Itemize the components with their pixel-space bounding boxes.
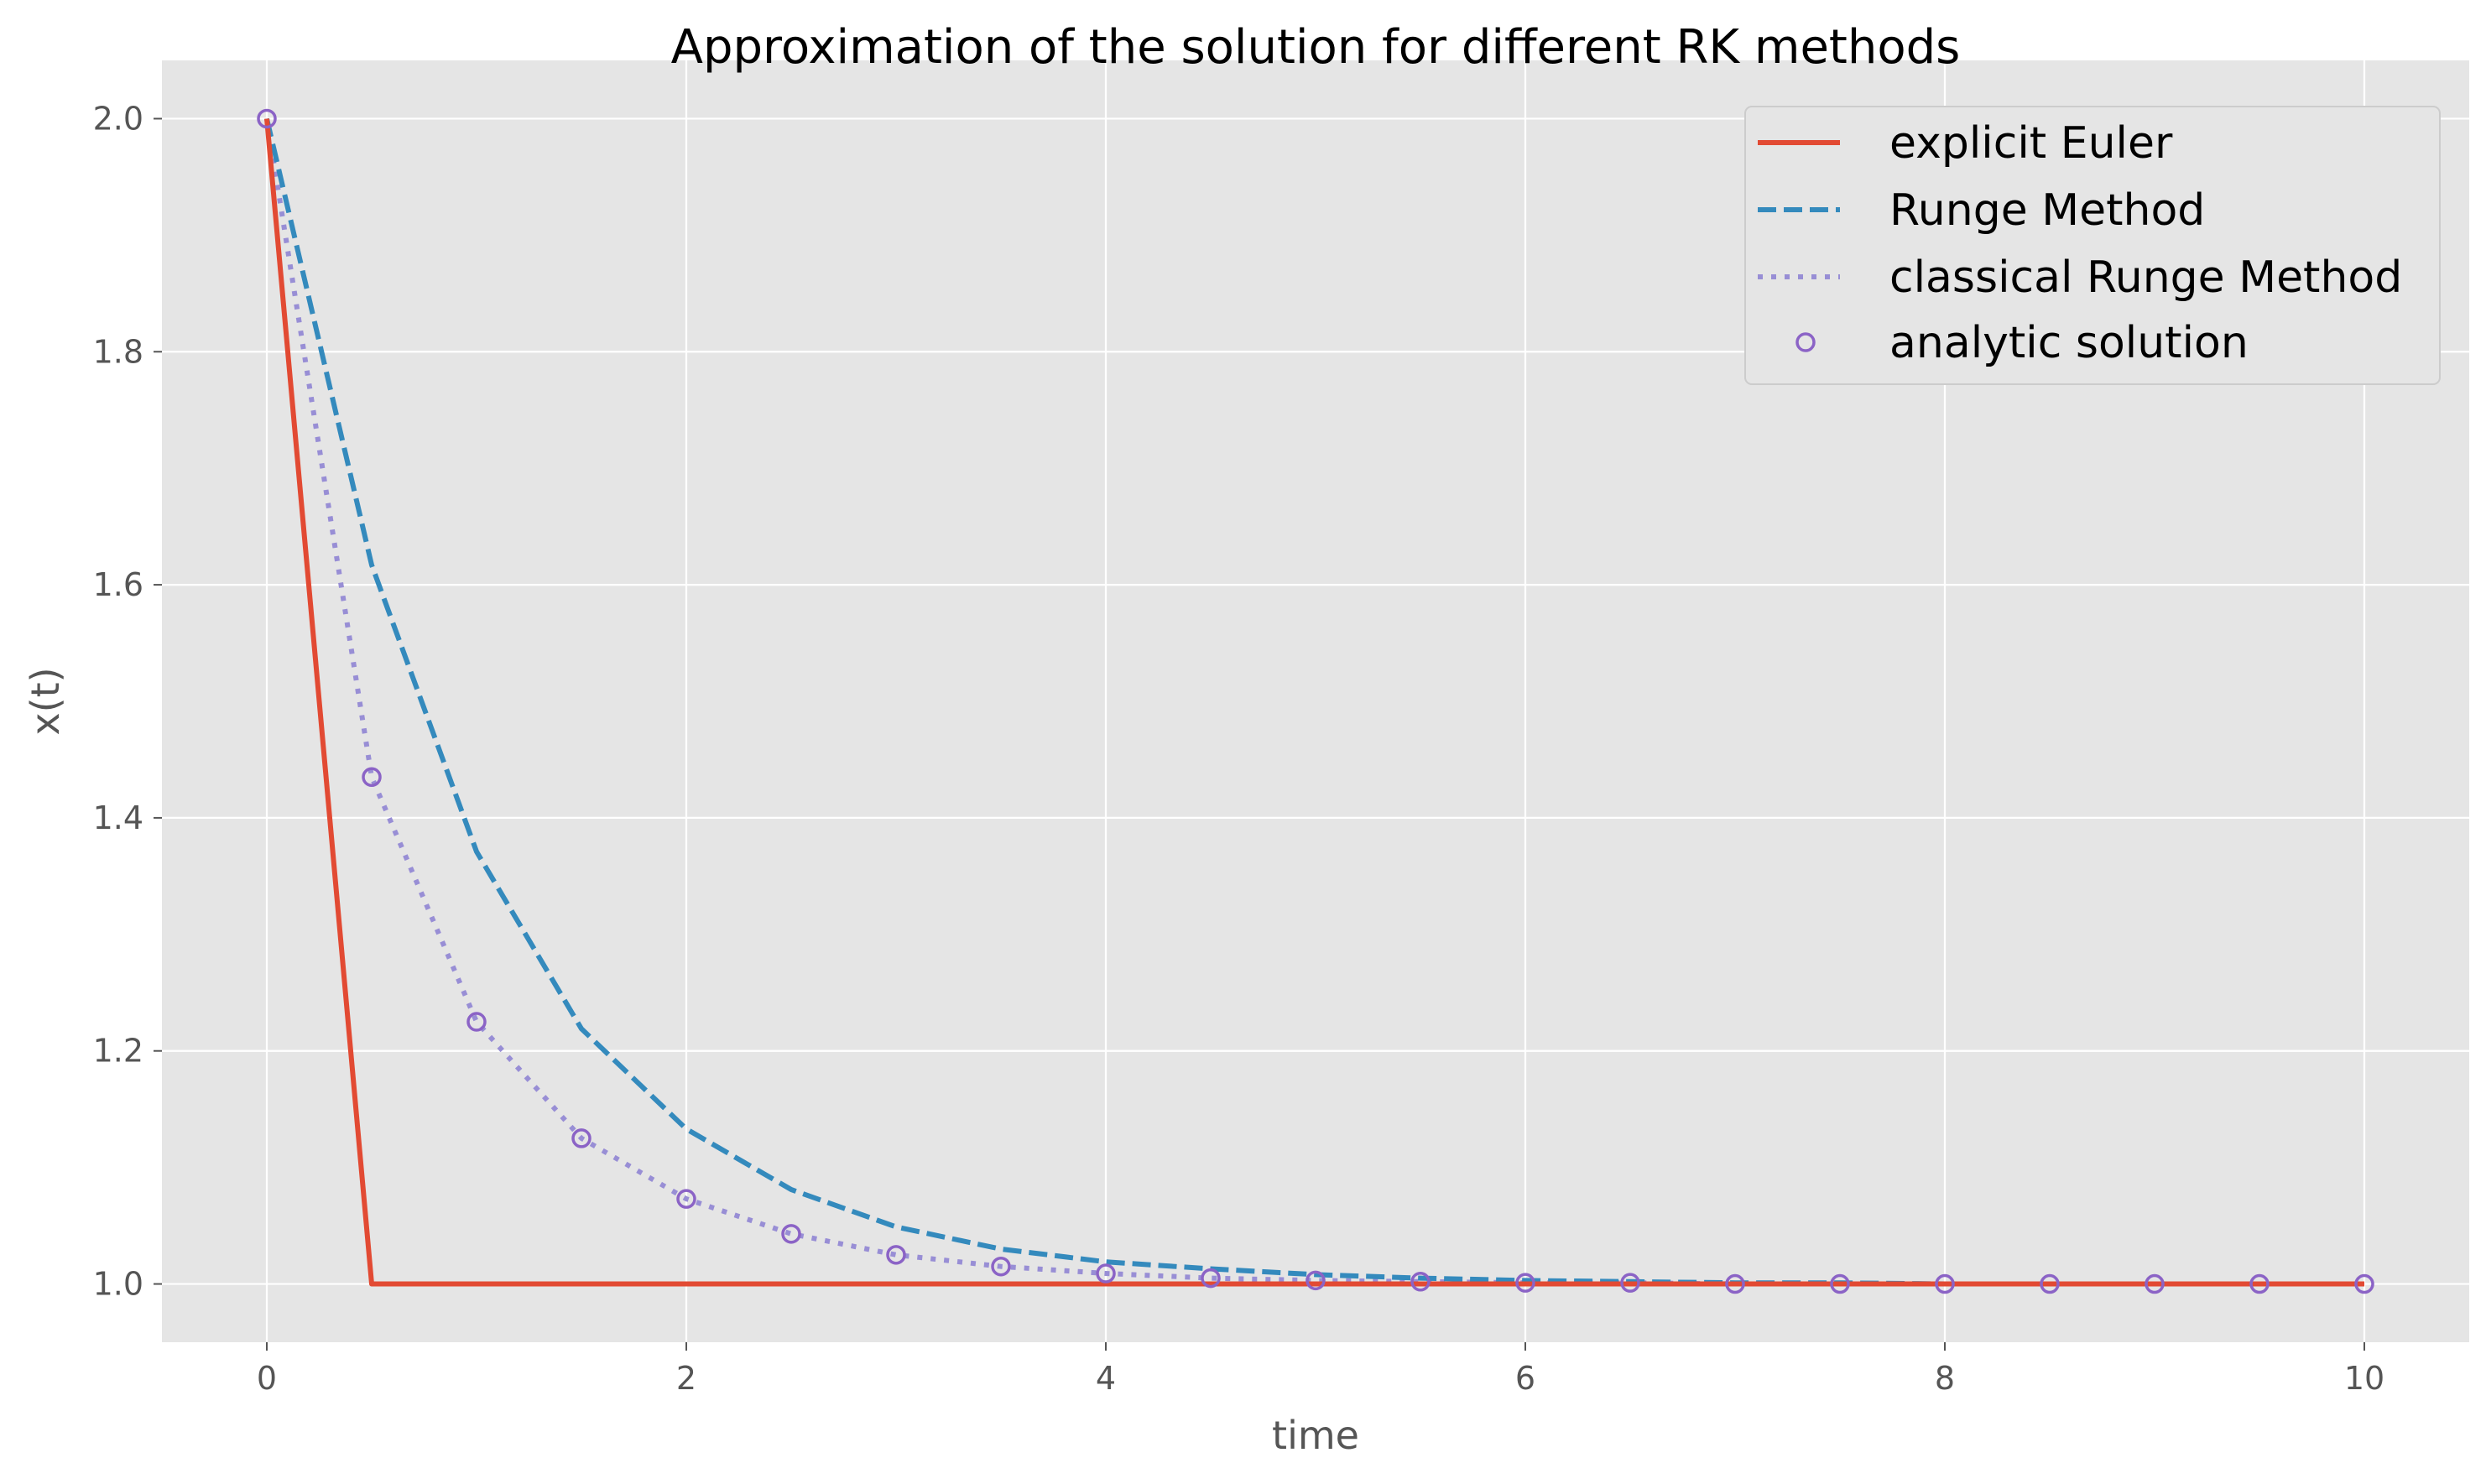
y-tick-label: 1.8 <box>93 333 143 370</box>
series-layer <box>257 108 2374 1294</box>
runge-method-line <box>264 117 2364 1287</box>
analytic-solution-marker <box>1620 1273 1640 1293</box>
x-tick-label: 0 <box>257 1360 277 1397</box>
y-tick-label: 1.2 <box>93 1033 143 1070</box>
x-axis-label: time <box>1272 1413 1359 1458</box>
legend: explicit Euler Runge Method classical Ru… <box>1744 106 2441 385</box>
legend-label-analytic: analytic solution <box>1889 318 2249 368</box>
legend-label-classical-runge: classical Runge Method <box>1889 253 2402 303</box>
legend-box <box>1744 106 2441 385</box>
analytic-solution-marker <box>676 1189 696 1209</box>
chart-title: Approximation of the solution for differ… <box>671 20 1961 75</box>
analytic-solution-marker <box>1935 1273 1955 1294</box>
analytic-solution-marker <box>466 1012 487 1032</box>
analytic-solution-marker <box>1306 1270 1326 1291</box>
analytic-solution-marker <box>1515 1273 1535 1293</box>
y-tick-label: 2.0 <box>93 100 143 137</box>
analytic-solution-marker <box>2249 1273 2270 1294</box>
axis-ticks: 0 2 4 6 8 10 1.0 1.2 1.4 1.6 1.8 2.0 <box>93 100 2385 1397</box>
x-tick-label: 2 <box>676 1360 696 1397</box>
y-tick-label: 1.4 <box>93 799 143 836</box>
x-tick-label: 10 <box>2344 1360 2384 1397</box>
y-tick-label: 1.0 <box>93 1266 143 1303</box>
analytic-solution-marker <box>781 1224 801 1244</box>
analytic-solution-marker <box>2040 1273 2060 1294</box>
x-tick-label: 8 <box>1935 1360 1955 1397</box>
analytic-solution-marker <box>2354 1273 2374 1294</box>
classical-runge-method-line <box>264 118 2364 1287</box>
analytic-solution-marker <box>362 767 382 788</box>
x-tick-label: 4 <box>1096 1360 1116 1397</box>
y-tick-label: 1.6 <box>93 566 143 603</box>
analytic-solution-marker <box>1410 1272 1431 1292</box>
analytic-solution-marker <box>1830 1273 1850 1294</box>
legend-swatch-analytic <box>1795 332 1816 352</box>
analytic-solution-marker <box>886 1245 906 1265</box>
analytic-solution-marker <box>2145 1273 2165 1294</box>
explicit-euler-line <box>264 118 2364 1287</box>
analytic-solution-marker <box>1201 1268 1221 1289</box>
analytic-solution-marker <box>1725 1273 1745 1294</box>
analytic-solution-marker <box>991 1256 1011 1277</box>
analytic-solution-marker <box>1096 1263 1116 1284</box>
analytic-solution-marker <box>571 1128 592 1148</box>
x-tick-label: 6 <box>1515 1360 1535 1397</box>
y-axis-label: x(t) <box>23 667 68 735</box>
analytic-solution-marker <box>257 108 277 129</box>
legend-label-euler: explicit Euler <box>1889 118 2173 169</box>
legend-label-runge: Runge Method <box>1889 185 2205 236</box>
